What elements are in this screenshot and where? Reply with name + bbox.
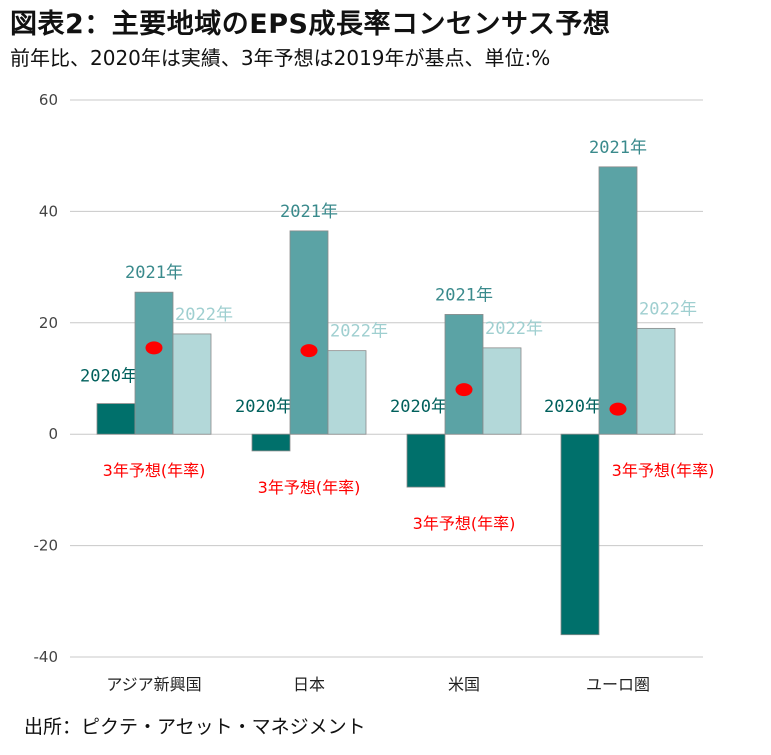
bar-2022-1 (327, 350, 367, 435)
bar-2020-0 (96, 403, 136, 435)
chart-title: 図表2：主要地域のEPS成長率コンセンサス予想 (10, 9, 611, 40)
series-label-2020: 2020年 (390, 397, 448, 417)
x-tick-label: 日本 (293, 675, 325, 694)
series-label-2020: 2020年 (80, 367, 138, 387)
series-label-2022: 2022年 (330, 322, 388, 342)
forecast-dot-3 (609, 402, 627, 416)
forecast-dot-0 (145, 341, 163, 355)
x-tick-label: 米国 (448, 675, 480, 694)
series-label-2020: 2020年 (235, 397, 293, 417)
bar-2022-3 (636, 327, 676, 435)
x-tick-label: ユーロ圏 (586, 675, 650, 694)
bar-2020-3 (560, 433, 600, 636)
series-label-2022: 2022年 (175, 305, 233, 325)
chart-subtitle: 前年比、2020年は実績、3年予想は2019年が基点、単位:% (10, 46, 551, 70)
forecast-label: 3年予想(年率) (413, 514, 516, 533)
bar-2021-0 (134, 291, 174, 435)
series-label-2021: 2021年 (589, 138, 647, 158)
bar-2021-2 (444, 314, 484, 435)
forecast-label: 3年予想(年率) (612, 461, 715, 480)
series-label-2021: 2021年 (435, 285, 493, 305)
series-label-2021: 2021年 (280, 202, 338, 222)
y-tick-label: -20 (34, 537, 59, 555)
forecast-dot-2 (455, 383, 473, 397)
y-tick-label: 60 (39, 91, 58, 109)
forecast-label: 3年予想(年率) (103, 461, 206, 480)
forecast-label: 3年予想(年率) (258, 478, 361, 497)
bar-2020-1 (251, 433, 291, 452)
bar-2021-1 (289, 230, 329, 435)
y-tick-label: 20 (39, 314, 58, 332)
series-label-2021: 2021年 (125, 263, 183, 283)
x-tick-label: アジア新興国 (106, 675, 201, 694)
series-label-2022: 2022年 (639, 299, 697, 319)
series-label-2020: 2020年 (544, 397, 602, 417)
bar-2020-2 (406, 433, 446, 488)
y-tick-label: 40 (39, 202, 58, 220)
bar-2022-0 (172, 333, 212, 435)
bar-2022-2 (482, 347, 522, 435)
series-label-2022: 2022年 (485, 319, 543, 339)
y-tick-label: 0 (48, 425, 58, 443)
bar-2021-3 (598, 166, 638, 435)
source-note: 出所：ピクテ・アセット・マネジメント (24, 716, 366, 738)
forecast-dot-1 (300, 344, 318, 358)
y-tick-label: -40 (34, 648, 59, 666)
